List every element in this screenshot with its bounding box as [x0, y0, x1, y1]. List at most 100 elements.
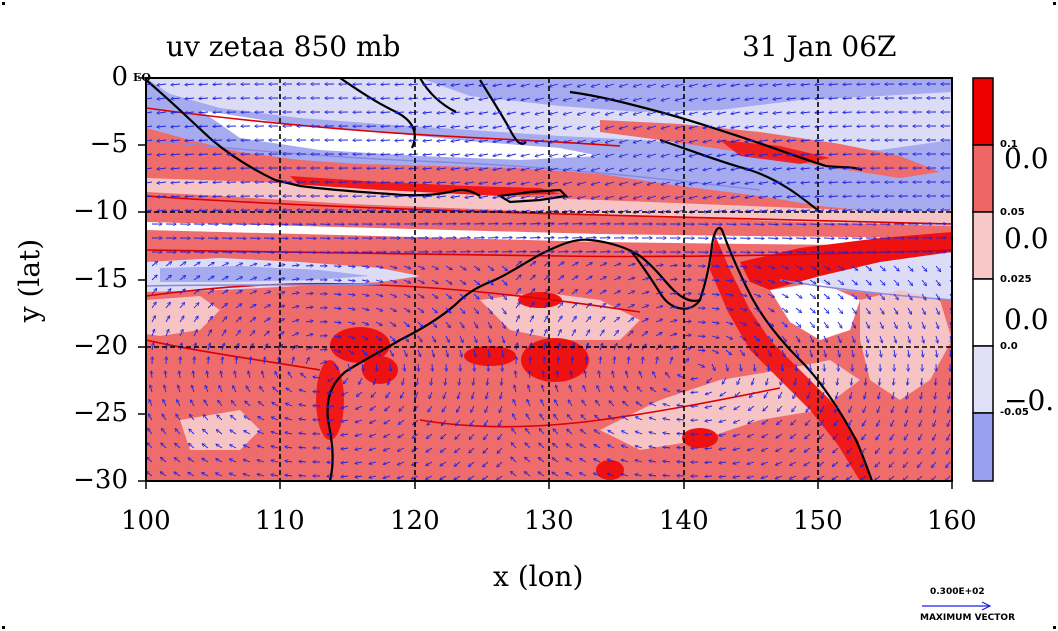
wind-vector: [347, 349, 354, 354]
wind-vector: [381, 154, 391, 155]
wind-vector: [655, 279, 663, 280]
colorbar: [972, 77, 994, 482]
wind-vector: [418, 363, 419, 371]
wind-vector: [193, 330, 197, 337]
wind-vector: [157, 98, 167, 99]
y-tick-30: −30: [73, 465, 128, 495]
wind-vector: [801, 126, 811, 127]
wind-vector: [731, 168, 741, 170]
wind-vector: [291, 333, 298, 337]
wind-vector: [773, 210, 783, 211]
corner-dot-tr: [1053, 2, 1056, 5]
wind-vector: [731, 98, 741, 100]
wind-vector: [305, 334, 313, 336]
colorbar-seg-6: [972, 412, 994, 482]
colorbar-big-label-4: −0.: [1004, 384, 1055, 417]
wind-vector: [655, 265, 663, 266]
wind-vector: [473, 293, 479, 299]
wind-vector: [717, 195, 727, 198]
wind-vector: [591, 195, 601, 199]
wind-vector: [431, 293, 438, 298]
wind-vector: [185, 126, 195, 127]
wind-vector: [375, 349, 380, 356]
wind-vector: [249, 331, 255, 337]
wind-vector: [843, 182, 853, 183]
wind-vector: [171, 154, 181, 155]
wind-vector: [815, 140, 825, 141]
wind-vector: [824, 349, 826, 357]
colorbar-label-0.025: 0.025: [1000, 274, 1032, 285]
wind-vector: [605, 125, 615, 129]
wind-vector: [809, 321, 814, 327]
wind-vector: [535, 83, 545, 86]
wind-vector: [249, 318, 255, 323]
wind-vector: [493, 154, 503, 156]
wind-vector: [745, 84, 755, 86]
wind-vector: [521, 97, 531, 100]
wind-vector: [493, 140, 503, 142]
wind-vector: [767, 293, 774, 297]
wind-vector: [479, 182, 489, 184]
wind-vector: [249, 291, 256, 295]
wind-vector: [577, 167, 587, 171]
wind-vector: [935, 293, 940, 300]
wind-vector: [487, 293, 493, 299]
wind-vector: [647, 97, 657, 101]
wind-vector: [829, 210, 839, 211]
wind-vector: [146, 98, 153, 99]
wind-vector: [759, 168, 769, 170]
wind-vector: [773, 126, 783, 127]
wind-vector: [165, 316, 170, 323]
wind-vector: [787, 126, 797, 127]
wind-vector: [423, 196, 433, 197]
wind-vector: [403, 265, 411, 269]
wind-vector: [221, 330, 226, 337]
wind-vector: [207, 276, 214, 281]
wind-vector: [549, 97, 559, 100]
wind-vector: [950, 349, 951, 357]
wind-vector: [843, 154, 853, 155]
wind-vector: [865, 279, 871, 285]
wind-vector: [146, 154, 153, 155]
wind-vector: [549, 181, 559, 184]
wind-vector: [361, 266, 369, 267]
colorbar-big-label-2: 0.0: [1004, 222, 1049, 255]
wind-vector: [675, 181, 685, 184]
wind-vector: [487, 279, 493, 285]
wind-vector: [725, 280, 733, 281]
wind-vector: [627, 318, 634, 323]
wind-vector: [908, 349, 909, 357]
wind-vector: [717, 153, 727, 156]
wind-vector: [493, 126, 503, 128]
coast-borneo: [339, 78, 457, 149]
wind-vector: [389, 335, 395, 341]
wind-vector: [949, 265, 952, 271]
wind-vector: [403, 307, 410, 312]
wind-vector: [479, 140, 489, 142]
wind-vector: [773, 182, 783, 183]
wind-vector: [179, 330, 183, 337]
wind-vector: [381, 84, 391, 85]
wind-vector: [395, 140, 405, 141]
wind-vector: [619, 195, 629, 199]
wind-vector: [521, 195, 531, 198]
wind-vector: [759, 98, 769, 100]
wind-vector: [809, 307, 815, 313]
wind-vector: [222, 357, 223, 365]
wind-vector: [263, 291, 270, 295]
wind-vector: [787, 168, 797, 169]
wind-vector: [829, 168, 839, 169]
wind-vector: [515, 261, 521, 267]
wind-vector: [591, 125, 601, 129]
wind-vector: [347, 322, 355, 324]
wind-vector: [403, 279, 410, 283]
wind-vector: [423, 168, 433, 169]
wind-vector: [843, 126, 853, 127]
wind-vector: [703, 195, 713, 198]
wind-vector: [619, 139, 629, 143]
wind-vector: [893, 307, 898, 314]
wind-vector: [773, 98, 783, 99]
wind-vector: [815, 126, 825, 127]
wind-vector: [633, 195, 643, 199]
wind-vector: [879, 335, 882, 343]
